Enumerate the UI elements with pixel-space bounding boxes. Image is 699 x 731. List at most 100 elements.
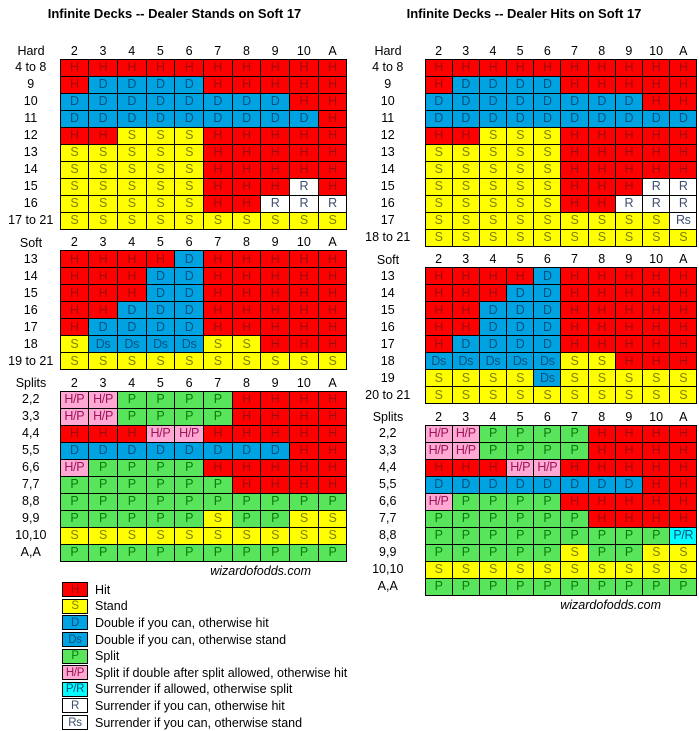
strategy-cell: P — [478, 424, 508, 443]
strategy-cell: H — [669, 352, 698, 370]
strategy-cell: H — [587, 194, 616, 213]
strategy-cell: D — [478, 92, 508, 111]
strategy-cell: H — [641, 58, 671, 77]
column-header: 4 — [489, 43, 497, 58]
strategy-cell: P — [478, 526, 508, 545]
row-label: 14 — [380, 162, 395, 177]
strategy-cell: H — [260, 58, 290, 77]
strategy-cell: S — [478, 177, 508, 196]
strategy-cell: P — [478, 577, 508, 596]
row-label: 17 — [23, 319, 38, 334]
strategy-cell: S — [478, 126, 508, 145]
strategy-cell: D — [145, 318, 176, 336]
strategy-cell: H — [669, 92, 698, 111]
row-label: 9 — [27, 77, 35, 92]
strategy-cell: S — [506, 560, 535, 579]
strategy-cell: H — [231, 58, 262, 77]
strategy-cell: D — [174, 284, 204, 302]
strategy-cell: H — [669, 284, 698, 302]
strategy-cell: H — [669, 126, 698, 145]
legend-item: H Hit — [62, 582, 349, 599]
strategy-cell: H — [231, 75, 262, 94]
row-label: 10 — [23, 94, 38, 109]
strategy-cell: H — [59, 126, 90, 145]
row-label: 7,7 — [379, 511, 397, 526]
strategy-cell: H — [424, 318, 453, 336]
section-label: Hard — [374, 44, 402, 58]
strategy-cell: R — [669, 194, 698, 213]
column-header: A — [679, 409, 688, 424]
strategy-row: 15 S S S S S H H H R H — [2, 177, 348, 196]
strategy-cell: S — [478, 143, 508, 162]
strategy-cell: S — [533, 228, 562, 247]
strategy-cell: S — [614, 560, 644, 579]
strategy-cell: S — [641, 211, 671, 230]
strategy-cell: S — [174, 526, 204, 545]
strategy-cell: H — [614, 424, 644, 443]
strategy-cell: D — [424, 92, 453, 111]
strategy-cell: S — [145, 177, 176, 196]
strategy-cell: S — [88, 352, 118, 370]
strategy-cell: S — [174, 143, 204, 162]
strategy-cell: D — [533, 335, 562, 353]
strategy-cell: S — [669, 369, 698, 387]
strategy-cell: S — [451, 143, 480, 162]
strategy-cell: R — [260, 194, 290, 213]
strategy-cell: H — [260, 424, 290, 443]
strategy-cell: P — [145, 475, 176, 494]
strategy-cell: P — [260, 492, 290, 511]
strategy-cell: P — [174, 509, 204, 528]
strategy-cell: H — [587, 58, 616, 77]
strategy-cell: P — [506, 526, 535, 545]
strategy-cell: S — [560, 228, 589, 247]
chart-title: Infinite Decks -- Dealer Stands on Soft … — [47, 6, 302, 21]
strategy-cell: H — [587, 492, 616, 511]
strategy-cell: H — [88, 301, 118, 319]
strategy-cell: S — [506, 386, 535, 404]
row-label: 15 — [23, 285, 38, 300]
strategy-cell: P — [451, 492, 480, 511]
strategy-cell: D — [478, 475, 508, 494]
column-header: 7 — [214, 235, 222, 249]
strategy-cell: S — [478, 194, 508, 213]
row-label: 10 — [380, 94, 395, 109]
strategy-cell: H — [641, 143, 671, 162]
strategy-cell: P — [202, 492, 233, 511]
strategy-row: 15 S S S S S H H H R R — [351, 177, 698, 196]
strategy-cell: S — [533, 194, 562, 213]
strategy-cell: P — [231, 492, 262, 511]
column-header: A — [679, 252, 688, 266]
strategy-cell: S — [59, 526, 90, 545]
strategy-cell: S — [174, 177, 204, 196]
strategy-cell: D — [506, 335, 535, 353]
strategy-cell: S — [587, 369, 616, 387]
strategy-cell: H — [317, 92, 348, 111]
column-header: 4 — [489, 409, 497, 424]
strategy-row: 10,10 S S S S S S S S S S — [351, 560, 698, 579]
strategy-cell: H — [260, 250, 290, 268]
strategy-cell: H — [116, 250, 147, 268]
strategy-cell: H — [289, 318, 319, 336]
column-header: 2 — [70, 43, 78, 58]
row-label: A,A — [377, 579, 398, 594]
strategy-cell: H — [614, 509, 644, 528]
strategy-cell: H — [641, 492, 671, 511]
strategy-cell: H — [587, 177, 616, 196]
row-label: 9,9 — [22, 511, 40, 526]
strategy-cell: P — [174, 458, 204, 477]
strategy-cell: H — [560, 160, 589, 179]
strategy-cell: H — [424, 126, 453, 145]
strategy-cell: H — [424, 301, 453, 319]
strategy-cell: H — [451, 458, 480, 477]
row-label: 12 — [23, 128, 38, 143]
strategy-cell: S — [145, 211, 176, 230]
strategy-cell: H — [560, 177, 589, 196]
strategy-cell: S — [614, 211, 644, 230]
strategy-cell: S — [533, 177, 562, 196]
strategy-cell: S — [451, 160, 480, 179]
column-header: 10 — [296, 235, 311, 249]
column-header: 6 — [185, 43, 193, 58]
strategy-cell: P — [533, 577, 562, 596]
column-header: 10 — [649, 43, 664, 58]
